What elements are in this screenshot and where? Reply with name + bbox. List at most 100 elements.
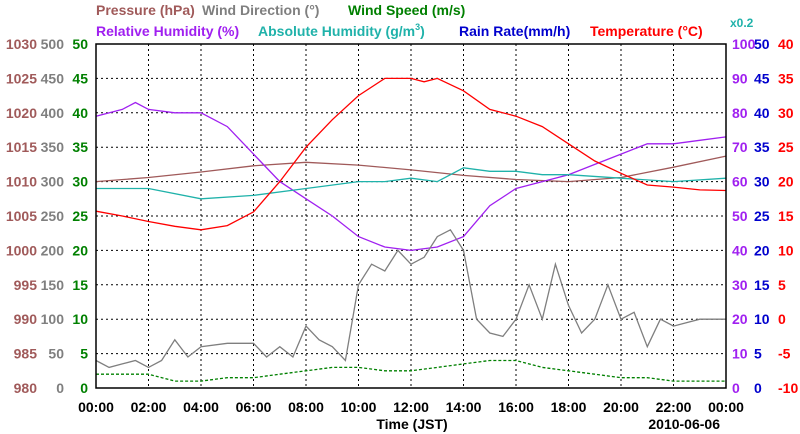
y-tick-label-wind_speed: 0 <box>80 380 88 396</box>
y-tick-label-temperature: 10 <box>778 242 794 258</box>
y-tick-label-rain_rate: 15 <box>754 277 770 293</box>
x-tick-label: 08:00 <box>288 399 324 415</box>
y-tick-label-temperature: 25 <box>778 139 794 155</box>
y-tick-label-wind_speed: 40 <box>72 105 88 121</box>
legend: Pressure (hPa) Wind Direction (°) Wind Spe… <box>96 2 754 39</box>
y-tick-label-relative_humidity: 90 <box>732 70 748 86</box>
y-tick-label-wind_speed: 20 <box>72 242 88 258</box>
y-tick-label-wind_direction: 350 <box>41 139 65 155</box>
y-tick-label-wind_direction: 300 <box>41 174 65 190</box>
x-tick-label: 00:00 <box>708 399 744 415</box>
x-tick-label: 10:00 <box>341 399 377 415</box>
legend-label-end: ) <box>420 23 425 39</box>
x-tick-label: 18:00 <box>551 399 587 415</box>
date-label: 2010-06-06 <box>648 416 720 432</box>
x-tick-label: 04:00 <box>183 399 219 415</box>
y-tick-label-rain_rate: 50 <box>754 36 770 52</box>
x-tick-label: 20:00 <box>603 399 639 415</box>
y-tick-label-relative_humidity: 60 <box>732 174 748 190</box>
y-tick-label-temperature: -5 <box>778 346 791 362</box>
y-tick-label-relative_humidity: 0 <box>732 380 740 396</box>
legend-item-wind-direction: Wind Direction (°) <box>202 2 319 18</box>
y-tick-label-rain_rate: 35 <box>754 139 770 155</box>
series-line-temperature <box>95 77 727 231</box>
y-tick-label-relative_humidity: 100 <box>732 36 756 52</box>
y-tick-label-pressure: 1005 <box>6 208 37 224</box>
y-tick-label-wind_direction: 0 <box>56 380 64 396</box>
x-tick-label: 22:00 <box>656 399 692 415</box>
x-tick-label: 16:00 <box>498 399 534 415</box>
y-tick-label-wind_direction: 450 <box>41 70 65 86</box>
y-tick-label-relative_humidity: 70 <box>732 139 748 155</box>
x-tick-label: 02:00 <box>131 399 167 415</box>
y-tick-label-wind_direction: 200 <box>41 242 65 258</box>
legend-item-wind-speed: Wind Speed (m/s) <box>348 2 465 18</box>
y-tick-label-pressure: 1020 <box>6 105 37 121</box>
axis-labels: 1030102510201015101010051000995990985980… <box>6 36 799 396</box>
y-tick-label-pressure: 990 <box>14 311 38 327</box>
y-tick-label-rain_rate: 0 <box>754 380 762 396</box>
y-tick-label-pressure: 1010 <box>6 174 37 190</box>
series-line-relative_humidity <box>96 167 727 200</box>
y-tick-label-rain_rate: 5 <box>754 346 762 362</box>
y-tick-label-relative_humidity: 50 <box>732 208 748 224</box>
y-tick-label-wind_speed: 30 <box>72 174 88 190</box>
y-tick-label-wind_speed: 10 <box>72 311 88 327</box>
x-tick-label: 14:00 <box>446 399 482 415</box>
series-line-pressure <box>95 155 727 183</box>
y-tick-label-pressure: 1000 <box>6 242 37 258</box>
y-tick-label-wind_direction: 400 <box>41 105 65 121</box>
y-tick-label-temperature: 40 <box>778 36 794 52</box>
scale-note: x0.2 <box>730 16 754 30</box>
y-tick-label-wind_speed: 5 <box>80 346 88 362</box>
y-tick-label-pressure: 1015 <box>6 139 37 155</box>
series-line-relative_humidity <box>95 101 727 252</box>
y-tick-label-pressure: 1025 <box>6 70 37 86</box>
y-tick-label-wind_speed: 25 <box>72 208 88 224</box>
y-tick-label-relative_humidity: 40 <box>732 242 748 258</box>
y-tick-label-relative_humidity: 80 <box>732 105 748 121</box>
y-tick-label-temperature: 35 <box>778 70 794 86</box>
y-tick-label-rain_rate: 45 <box>754 70 770 86</box>
y-tick-label-wind_speed: 45 <box>72 70 88 86</box>
y-tick-label-wind_speed: 15 <box>72 277 88 293</box>
legend-item-temperature: Temperature (°C) <box>590 23 703 39</box>
x-tick-label: 00:00 <box>78 399 114 415</box>
y-tick-label-temperature: 30 <box>778 105 794 121</box>
series-lines <box>95 77 727 382</box>
y-tick-label-rain_rate: 25 <box>754 208 770 224</box>
x-tick-label: 06:00 <box>236 399 272 415</box>
y-tick-label-rain_rate: 10 <box>754 311 770 327</box>
y-tick-label-temperature: -10 <box>778 380 798 396</box>
y-tick-label-pressure: 995 <box>14 277 38 293</box>
y-tick-label-pressure: 1030 <box>6 36 37 52</box>
legend-item-absolute-humidity: Absolute Humidity (g/m3) <box>258 22 425 39</box>
y-tick-label-wind_direction: 100 <box>41 311 65 327</box>
y-tick-label-wind_direction: 150 <box>41 277 65 293</box>
y-tick-label-rain_rate: 40 <box>754 105 770 121</box>
y-tick-label-wind_direction: 500 <box>41 36 65 52</box>
y-tick-label-relative_humidity: 10 <box>732 346 748 362</box>
legend-item-pressure: Pressure (hPa) <box>96 2 195 18</box>
y-tick-label-pressure: 985 <box>14 346 38 362</box>
y-tick-label-rain_rate: 30 <box>754 174 770 190</box>
y-tick-label-temperature: 15 <box>778 208 794 224</box>
y-tick-label-rain_rate: 20 <box>754 242 770 258</box>
x-tick-label: 12:00 <box>393 399 429 415</box>
legend-superscript: 3 <box>415 22 420 32</box>
series-line-wind_speed <box>96 359 726 382</box>
y-tick-label-temperature: 5 <box>778 277 786 293</box>
x-axis: 00:00 02:00 04:00 06:00 08:00 10:00 12:00 14:00… <box>78 399 744 432</box>
y-tick-label-pressure: 980 <box>14 380 38 396</box>
legend-item-relative-humidity: Relative Humidity (%) <box>96 23 239 39</box>
series-line-wind_direction <box>95 228 726 369</box>
y-tick-label-relative_humidity: 20 <box>732 311 748 327</box>
y-tick-label-relative_humidity: 30 <box>732 277 748 293</box>
y-tick-label-wind_direction: 250 <box>41 208 65 224</box>
y-tick-label-temperature: 20 <box>778 174 794 190</box>
x-axis-label: Time (JST) <box>376 416 447 432</box>
y-tick-label-wind_speed: 35 <box>72 139 88 155</box>
y-tick-label-wind_speed: 50 <box>72 36 88 52</box>
